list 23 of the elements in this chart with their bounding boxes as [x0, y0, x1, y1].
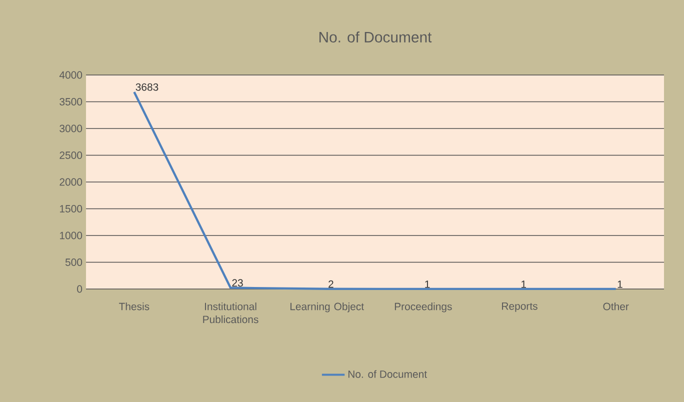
- x-tick-label: Learning Object: [290, 302, 364, 312]
- y-tick-label: 3500: [60, 98, 82, 106]
- chart-title: No. of Document: [319, 32, 432, 42]
- data-label: 1: [522, 280, 526, 288]
- y-tick-label: 1000: [60, 232, 82, 240]
- y-tick-label: 3000: [60, 124, 82, 132]
- x-tick-label: Institutional Publications: [203, 302, 258, 324]
- y-tick-label: 2000: [60, 178, 82, 186]
- data-label: 1: [425, 280, 430, 288]
- y-tick-label: 500: [65, 258, 82, 266]
- y-tick-label: 2500: [60, 152, 82, 159]
- x-tick-label: Proceedings: [394, 302, 452, 312]
- y-tick-label: 0: [77, 285, 82, 293]
- data-label: 2: [328, 280, 334, 288]
- legend-label: No. of Document: [348, 370, 427, 378]
- x-tick-label: Other: [603, 302, 629, 310]
- x-tick-label: Reports: [502, 302, 538, 312]
- y-tick-label: 1500: [60, 205, 82, 212]
- y-tick-label: 4000: [59, 71, 82, 79]
- data-label: 1: [618, 280, 622, 288]
- data-label: 23: [232, 279, 243, 287]
- x-tick-label: Thesis: [119, 302, 150, 310]
- data-label: 3683: [136, 83, 158, 91]
